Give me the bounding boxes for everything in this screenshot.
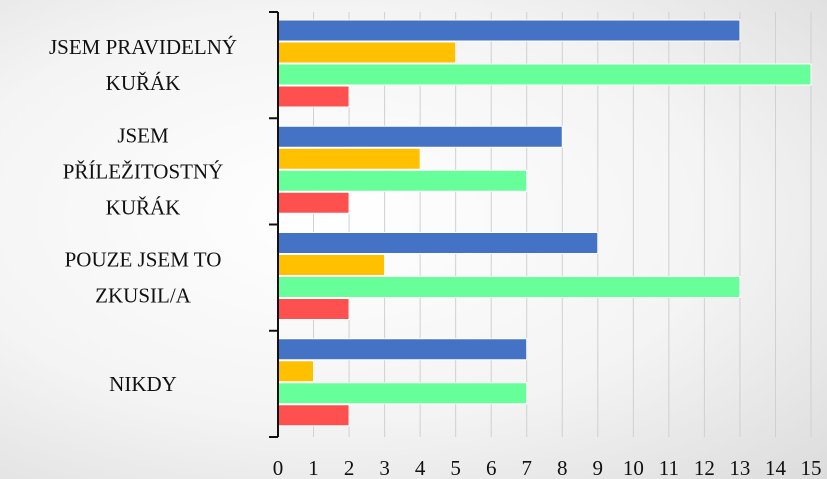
category-label-line: NIKDY xyxy=(109,372,177,396)
bars xyxy=(277,19,812,427)
x-tick-label: 4 xyxy=(415,456,426,479)
x-tick-label: 15 xyxy=(801,456,822,479)
category-label: POUZE JSEM TO ZKUSIL/A xyxy=(65,248,222,308)
bar xyxy=(277,191,350,214)
bar xyxy=(277,298,350,320)
category-label-line: ZKUSIL/A xyxy=(95,284,191,308)
bar xyxy=(277,360,315,383)
x-tick-label: 11 xyxy=(659,456,679,479)
category-label: JSEM PŘÍLEŽITOSTNÝ KUŘÁK xyxy=(63,123,224,219)
bar xyxy=(277,63,812,86)
category-label: JSEM PRAVIDELNÝ KUŘÁK xyxy=(49,35,237,95)
bar xyxy=(277,85,350,108)
bar xyxy=(277,147,421,170)
category-label-line: POUZE JSEM TO xyxy=(65,248,222,272)
x-tick-label: 1 xyxy=(308,456,319,479)
category-labels: JSEM PRAVIDELNÝ KUŘÁK JSEM PŘÍLEŽITOSTNÝ KUŘ… xyxy=(49,35,237,396)
y-axis xyxy=(269,11,279,438)
bar xyxy=(277,276,741,298)
category-label-line: PŘÍLEŽITOSTNÝ xyxy=(63,159,224,183)
category-label: NIKDY xyxy=(109,372,177,396)
x-tick-label: 2 xyxy=(344,456,355,479)
x-tick-label: 12 xyxy=(694,456,715,479)
x-tick-label: 3 xyxy=(379,456,390,479)
x-tick-label: 10 xyxy=(623,456,644,479)
category-label-line: JSEM xyxy=(117,123,169,147)
bar xyxy=(277,404,350,427)
bar xyxy=(277,382,528,405)
x-tick-labels: 0 1 2 3 4 5 6 7 8 9 10 11 12 13 14 15 xyxy=(273,456,822,479)
x-tick-label: 5 xyxy=(450,456,461,479)
x-tick-label: 6 xyxy=(486,456,497,479)
bar xyxy=(277,338,528,361)
bar xyxy=(277,19,741,42)
bar xyxy=(277,41,457,64)
x-tick-label: 0 xyxy=(273,456,284,479)
bar xyxy=(277,232,599,254)
bar xyxy=(277,169,528,192)
category-label-line: KUŘÁK xyxy=(106,195,181,219)
x-tick-label: 14 xyxy=(765,456,787,479)
x-tick-label: 8 xyxy=(557,456,568,479)
bar xyxy=(277,254,386,276)
category-label-line: KUŘÁK xyxy=(106,71,181,95)
x-tick-label: 7 xyxy=(521,456,532,479)
category-label-line: JSEM PRAVIDELNÝ xyxy=(49,35,237,59)
bar xyxy=(277,125,563,148)
x-tick-label: 13 xyxy=(729,456,750,479)
x-tick-label: 9 xyxy=(593,456,604,479)
